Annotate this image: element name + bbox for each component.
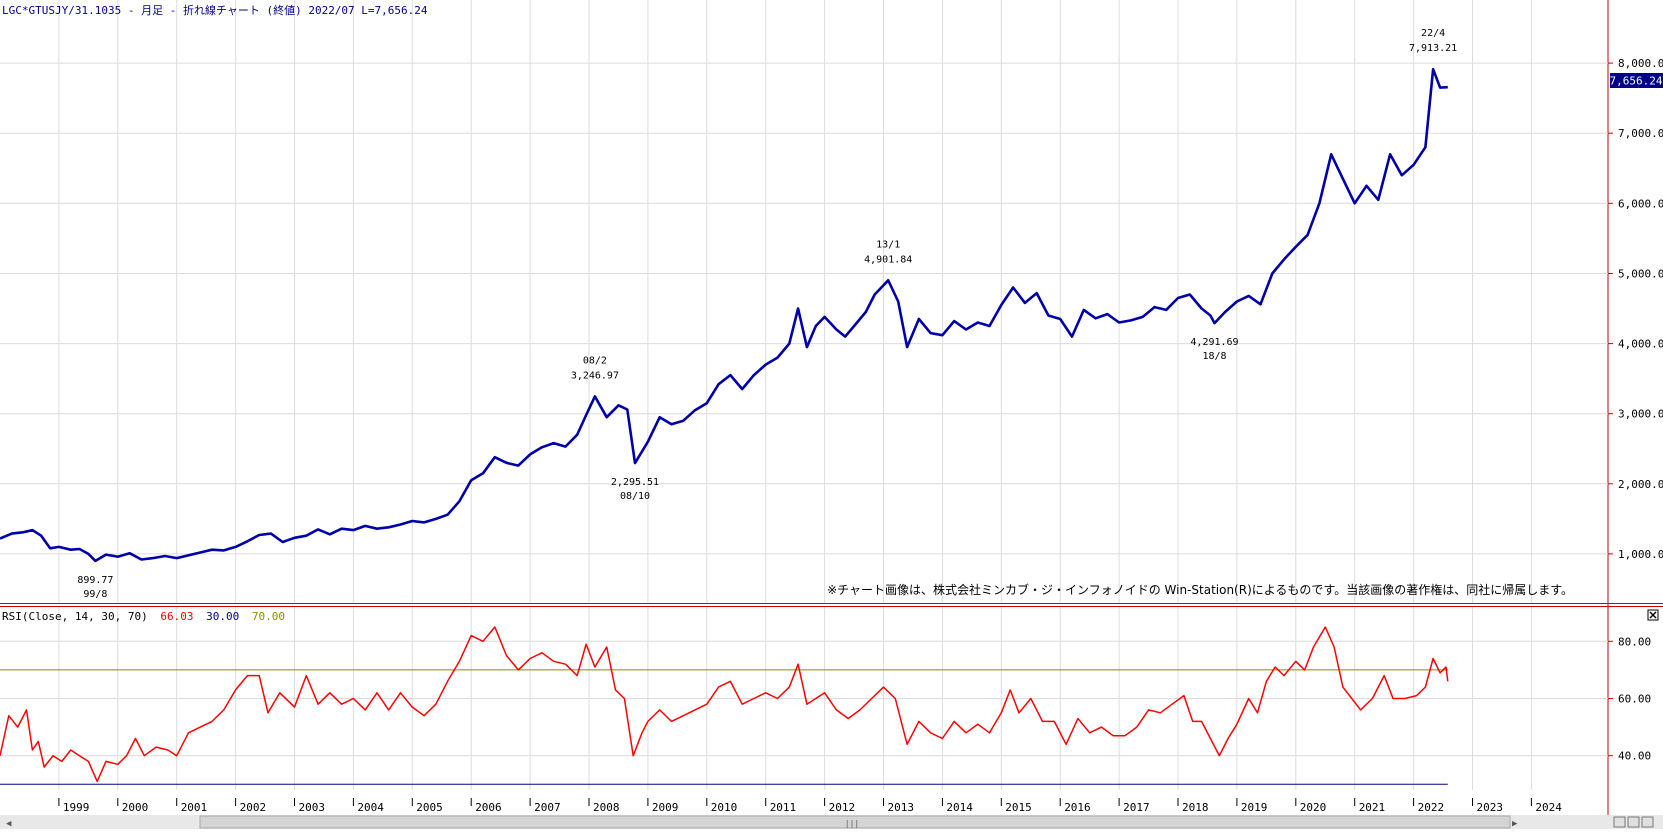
rsi-header-value: 66.03: [160, 610, 193, 623]
annotation-value-2: 2,295.51: [611, 477, 659, 488]
y-tick-label-5000: 5,000.00: [1618, 268, 1663, 281]
annotation-date-0: 99/8: [83, 589, 107, 600]
last-value-badge: [1610, 73, 1663, 88]
y-tick-label-1000: 1,000.00: [1618, 548, 1663, 561]
y-tick-label-2000: 2,000.00: [1618, 478, 1663, 491]
y-tick-label-7000: 7,000.00: [1618, 127, 1663, 140]
x-tick-label-2011: 2011: [770, 801, 797, 814]
annotation-value-4: 4,291.69: [1190, 337, 1238, 348]
rsi-tick-label-60: 60.00: [1618, 693, 1651, 706]
x-tick-label-2001: 2001: [181, 801, 208, 814]
scrollbar-thumb[interactable]: [199, 815, 1511, 829]
x-tick-label-2021: 2021: [1359, 801, 1386, 814]
annotation-date-3: 13/1: [876, 239, 900, 250]
rsi-grid: [0, 607, 1608, 790]
rsi-close-icon[interactable]: [1647, 609, 1659, 621]
y-tick-label-4000: 4,000.00: [1618, 338, 1663, 351]
main-grid: [0, 0, 1608, 603]
x-tick-label-2018: 2018: [1182, 801, 1209, 814]
rsi-tick-label-80: 80.00: [1618, 635, 1651, 648]
rsi-tick-label-40: 40.00: [1618, 750, 1651, 763]
rsi-header-upper: 70.00: [252, 610, 285, 623]
x-tick-label-2005: 2005: [416, 801, 443, 814]
x-tick-label-2004: 2004: [357, 801, 384, 814]
x-tick-label-2007: 2007: [534, 801, 561, 814]
price-annotations: 899.77 99/8 08/2 3,246.97 2,295.51 08/10 13/1 4…: [77, 28, 1457, 600]
chart-title: LGC*GTUSJY/31.1035 - 月足 - 折れ線チャート (終値) 2…: [2, 3, 428, 17]
annotation-value-1: 3,246.97: [571, 370, 619, 381]
price-line: [0, 67, 1448, 563]
annotation-date-2: 08/10: [620, 491, 650, 502]
x-tick-label-2015: 2015: [1005, 801, 1032, 814]
price-y-axis: 1,000.00 2,000.00 3,000.00 4,000.00 5,000.00…: [1608, 57, 1663, 561]
rsi-bands: [0, 669, 1448, 785]
x-tick-label-2020: 2020: [1300, 801, 1327, 814]
x-tick-label-2022: 2022: [1418, 801, 1445, 814]
y-tick-label-6000: 6,000.00: [1618, 197, 1663, 210]
rsi-header: RSI(Close, 14, 30, 70) 66.03 30.00 70.00: [2, 610, 285, 623]
fit-button[interactable]: [1641, 816, 1654, 828]
x-tick-label-2009: 2009: [652, 801, 679, 814]
annotation-value-5: 7,913.21: [1409, 43, 1457, 54]
annotation-value-3: 4,901.84: [864, 254, 912, 265]
price-series: [0, 67, 1448, 563]
zoom-controls[interactable]: [1613, 816, 1654, 828]
x-tick-label-2003: 2003: [299, 801, 326, 814]
scroll-left-icon[interactable]: ◀: [6, 819, 12, 829]
x-tick-label-2014: 2014: [946, 801, 973, 814]
x-tick-label-2008: 2008: [593, 801, 620, 814]
rsi-header-lower: 30.00: [206, 610, 239, 623]
x-tick-label-2006: 2006: [475, 801, 502, 814]
x-axis: 1999 2000 2001 2002 2003 2004 2005 2006 2007 2008…: [58, 798, 1562, 814]
annotation-date-5: 22/4: [1421, 28, 1445, 39]
rsi-y-axis: 40.00 60.00 80.00: [1608, 635, 1651, 763]
x-tick-label-1999: 1999: [63, 801, 90, 814]
x-tick-label-2024: 2024: [1535, 801, 1562, 814]
main-panel-background: [0, 0, 1608, 603]
y-tick-label-8000: 8,000.00: [1618, 57, 1663, 70]
x-tick-label-2012: 2012: [829, 801, 856, 814]
last-value-label: 7,656.24: [1610, 75, 1663, 88]
zoom-out-button[interactable]: [1627, 816, 1640, 828]
zoom-in-button[interactable]: [1613, 816, 1626, 828]
x-tick-label-2016: 2016: [1064, 801, 1091, 814]
x-tick-label-2023: 2023: [1477, 801, 1504, 814]
scroll-right-icon[interactable]: ▶: [1512, 819, 1518, 829]
annotation-date-4: 18/8: [1202, 351, 1226, 362]
annotation-value-0: 899.77: [77, 575, 113, 586]
rsi-series: [0, 626, 1449, 783]
scrollbar-grip-icon: |||: [845, 819, 859, 828]
annotation-date-1: 08/2: [583, 355, 607, 366]
copyright-note: ※チャート画像は、株式会社ミンカブ・ジ・インフォノイドの Win-Station…: [827, 582, 1573, 597]
x-tick-label-2000: 2000: [122, 801, 149, 814]
x-tick-label-2002: 2002: [240, 801, 267, 814]
rsi-line: [0, 626, 1449, 783]
rsi-header-prefix: RSI(Close, 14, 30, 70): [2, 610, 148, 623]
x-tick-label-2019: 2019: [1241, 801, 1268, 814]
x-tick-label-2010: 2010: [711, 801, 738, 814]
x-tick-label-2017: 2017: [1123, 801, 1150, 814]
x-tick-label-2013: 2013: [888, 801, 915, 814]
y-tick-label-3000: 3,000.00: [1618, 408, 1663, 421]
